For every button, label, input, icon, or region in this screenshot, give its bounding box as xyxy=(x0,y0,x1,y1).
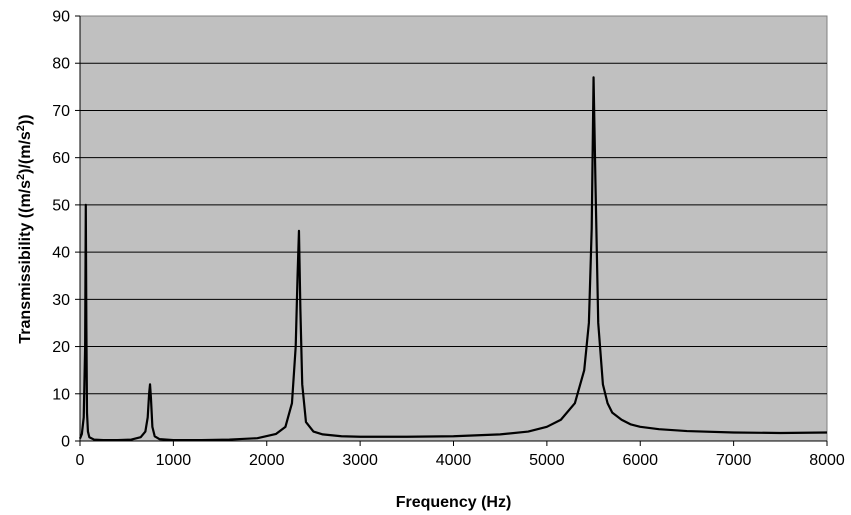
x-tick-label: 8000 xyxy=(809,452,845,469)
ylabel-text: Transmissibility ((m/s xyxy=(17,180,34,344)
y-tick-label: 0 xyxy=(61,434,70,451)
y-tick-label: 70 xyxy=(52,103,70,120)
tick-labels: 0 10 20 30 40 50 60 70 80 90 0 1000 2000 3000 4000 5000… xyxy=(52,9,845,470)
ylabel-text: )/(m/s xyxy=(17,131,34,174)
y-tick-label: 50 xyxy=(52,197,70,214)
x-tick-label: 7000 xyxy=(716,452,752,469)
x-tick-label: 1000 xyxy=(156,452,192,469)
y-axis-title: Transmissibility ((m/s2)/(m/s2)) xyxy=(15,114,34,343)
y-tick-label: 10 xyxy=(52,386,70,403)
y-tick-label: 80 xyxy=(52,56,70,73)
x-tick-label: 0 xyxy=(76,452,85,469)
superscript: 2 xyxy=(15,125,27,131)
transmissibility-line xyxy=(78,76,828,442)
x-tick-label: 2000 xyxy=(249,452,285,469)
x-tick-label: 3000 xyxy=(342,452,378,469)
plot-area xyxy=(79,15,828,442)
y-tick-label: 30 xyxy=(52,292,70,309)
y-tick-label: 20 xyxy=(52,339,70,356)
y-tick-label: 40 xyxy=(52,245,70,262)
x-tick-label: 5000 xyxy=(529,452,565,469)
y-tick-label: 60 xyxy=(52,150,70,167)
x-tick-label: 6000 xyxy=(622,452,658,469)
superscript: 2 xyxy=(15,174,27,180)
y-tick-label: 90 xyxy=(52,9,70,26)
x-tick-label: 4000 xyxy=(436,452,472,469)
x-axis-title: Frequency (Hz) xyxy=(396,494,512,511)
gridlines xyxy=(80,62,827,395)
ylabel-text: )) xyxy=(17,114,34,125)
